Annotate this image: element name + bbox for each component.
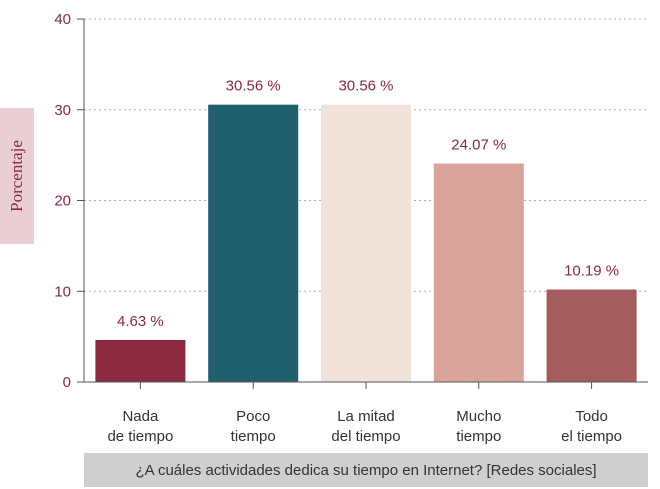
bar	[546, 289, 637, 382]
bar	[208, 104, 299, 382]
y-axis-label: Porcentaje	[7, 140, 26, 212]
y-tick-label: 0	[63, 374, 71, 391]
category-label: Mucho tiempo	[456, 408, 501, 445]
bar-value-label: 30.56 %	[338, 78, 393, 95]
bar-value-label: 4.63 %	[117, 313, 164, 330]
bar	[321, 104, 411, 382]
bar	[433, 163, 524, 382]
y-tick-label: 40	[54, 11, 71, 28]
x-axis-label: ¿A cuáles actividades dedica su tiempo e…	[135, 461, 597, 479]
y-tick-label: 30	[54, 102, 71, 119]
y-axis-label-box	[0, 108, 34, 244]
category-label: Poco tiempo	[231, 408, 276, 445]
category-label: La mitad del tiempo	[331, 408, 400, 445]
y-tick-label: 20	[54, 193, 71, 210]
bar-value-label: 24.07 %	[451, 137, 506, 154]
bar-value-label: 10.19 %	[564, 263, 619, 280]
category-label: Nada de tiempo	[107, 408, 173, 445]
bar-chart: 0 10 20 30 40 4.63 % Nada de tiempo 30.56 % Poco t…	[54, 11, 648, 445]
bar	[95, 339, 186, 382]
category-label: Todo el tiempo	[561, 408, 622, 445]
x-axis-label-box: ¿A cuáles actividades dedica su tiempo e…	[84, 453, 648, 487]
y-tick-label: 10	[54, 283, 71, 300]
bar-value-label: 30.56 %	[226, 78, 281, 95]
